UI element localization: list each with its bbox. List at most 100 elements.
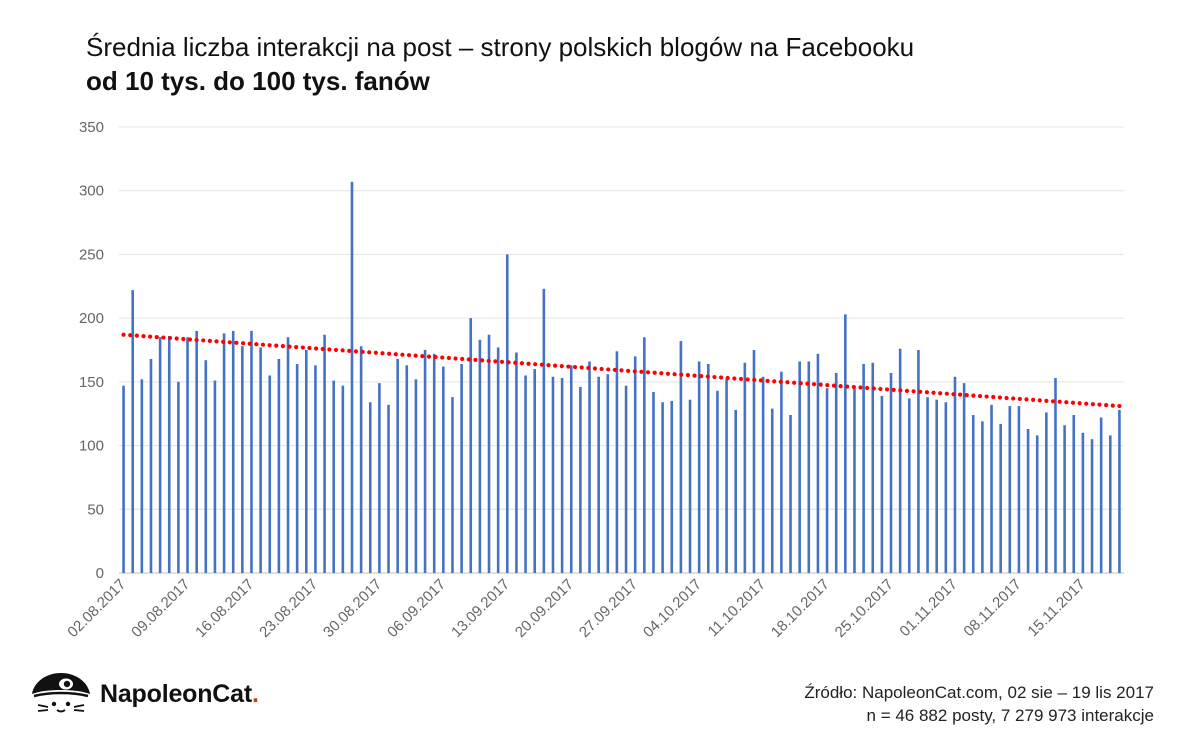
trendline-dot xyxy=(274,343,279,348)
bar xyxy=(368,402,372,573)
bar xyxy=(716,390,719,573)
trendline-dot xyxy=(413,353,418,358)
trendline-dot xyxy=(433,354,438,360)
trendline-dot xyxy=(559,364,564,369)
trendline-dot xyxy=(526,361,531,366)
trendline-dot xyxy=(984,394,989,399)
bar xyxy=(1017,406,1021,573)
trendline-dot xyxy=(619,368,624,373)
trendline-dot xyxy=(898,388,903,393)
bar xyxy=(341,385,345,573)
x-tick-label: 04.10.2017 xyxy=(640,576,705,641)
bar xyxy=(213,380,217,573)
trendline-dot xyxy=(858,385,863,390)
bar xyxy=(1045,412,1048,573)
trendline-dot xyxy=(938,391,943,396)
x-tick-label: 01.11.2017 xyxy=(896,576,960,640)
bar xyxy=(633,356,637,573)
bar xyxy=(579,386,582,573)
trendline-dot xyxy=(453,356,458,361)
x-tick-label: 09.08.2017 xyxy=(128,576,193,641)
trendline-dot xyxy=(479,358,485,363)
bar xyxy=(971,414,975,573)
trendline-dot xyxy=(1031,397,1036,402)
bar xyxy=(460,364,463,573)
trendline-dot xyxy=(891,387,896,392)
bar xyxy=(588,361,591,573)
trendline-dot xyxy=(167,335,173,341)
bar xyxy=(661,402,664,573)
source-line-1: Źródło: NapoleonCat.com, 02 sie – 19 lis… xyxy=(804,683,1154,702)
bar xyxy=(332,380,336,573)
napoleoncat-hat-cat-icon xyxy=(32,673,90,713)
trendline-dot xyxy=(400,352,405,357)
y-tick-label: 300 xyxy=(79,183,104,200)
trendline-dot xyxy=(1077,401,1082,406)
bar xyxy=(149,358,153,573)
x-tick-label: 13.09.2017 xyxy=(448,576,513,641)
x-tick-label: 27.09.2017 xyxy=(576,576,641,641)
bar xyxy=(907,398,911,573)
trendline-dot xyxy=(287,344,292,349)
trendline-dot xyxy=(440,355,445,360)
trendline-dot xyxy=(387,351,392,356)
bar xyxy=(387,404,390,573)
napoleoncat-logo: NapoleonCat. xyxy=(30,668,259,720)
bar xyxy=(140,379,144,573)
trendline-dot xyxy=(951,392,956,397)
trendline-dot xyxy=(1084,401,1089,406)
bar xyxy=(862,364,865,573)
bar xyxy=(880,395,884,573)
bar xyxy=(953,376,957,573)
trendline-dot xyxy=(918,389,923,394)
bar xyxy=(944,402,948,573)
bar xyxy=(496,347,500,573)
bar xyxy=(688,399,692,573)
trendline-dot xyxy=(347,348,352,353)
bar xyxy=(533,369,537,573)
bar xyxy=(926,397,929,573)
trendline-dot xyxy=(1004,395,1009,401)
trendline-dot xyxy=(659,371,664,376)
trendline-dot xyxy=(725,375,730,381)
trendline-dot xyxy=(672,372,677,377)
trendline-dot xyxy=(134,333,139,338)
trendline-dot xyxy=(592,366,598,371)
trendline-dot xyxy=(314,346,319,351)
bar xyxy=(743,362,747,573)
trendline-dot xyxy=(546,363,551,368)
bar xyxy=(652,392,655,573)
trendline-dot xyxy=(758,378,764,383)
trendline-dot xyxy=(1050,399,1056,404)
trendline-dot xyxy=(971,393,976,398)
trendline-dot xyxy=(586,365,591,371)
x-tick-label: 16.08.2017 xyxy=(192,576,257,641)
trendline-dot xyxy=(924,390,929,395)
trendline-dot xyxy=(772,379,777,384)
bar xyxy=(871,362,875,573)
bar xyxy=(798,361,801,573)
source-line-2: n = 46 882 posty, 7 279 973 interakcje xyxy=(866,706,1154,725)
bar xyxy=(935,399,939,573)
trendline-dot xyxy=(240,341,246,346)
trendline-dot xyxy=(811,382,817,387)
trendline-dot xyxy=(705,374,710,379)
trendline-dot xyxy=(904,388,910,393)
bar xyxy=(789,414,792,573)
trendline-dot xyxy=(493,359,498,364)
trendline-dot xyxy=(871,386,876,391)
trendline-dot xyxy=(884,387,890,392)
trendline-dot xyxy=(1057,399,1062,404)
x-tick-label: 11.10.2017 xyxy=(705,576,769,640)
bar xyxy=(752,350,756,573)
trendline-dot xyxy=(214,339,219,344)
y-tick-label: 350 xyxy=(79,119,104,136)
trendline-dot xyxy=(539,362,544,367)
trendline-dot xyxy=(393,352,398,357)
bar xyxy=(515,352,518,573)
x-tick-label: 15.11.2017 xyxy=(1024,576,1088,640)
bar xyxy=(816,353,820,573)
bar xyxy=(524,375,527,573)
trendline-dot xyxy=(606,367,611,372)
